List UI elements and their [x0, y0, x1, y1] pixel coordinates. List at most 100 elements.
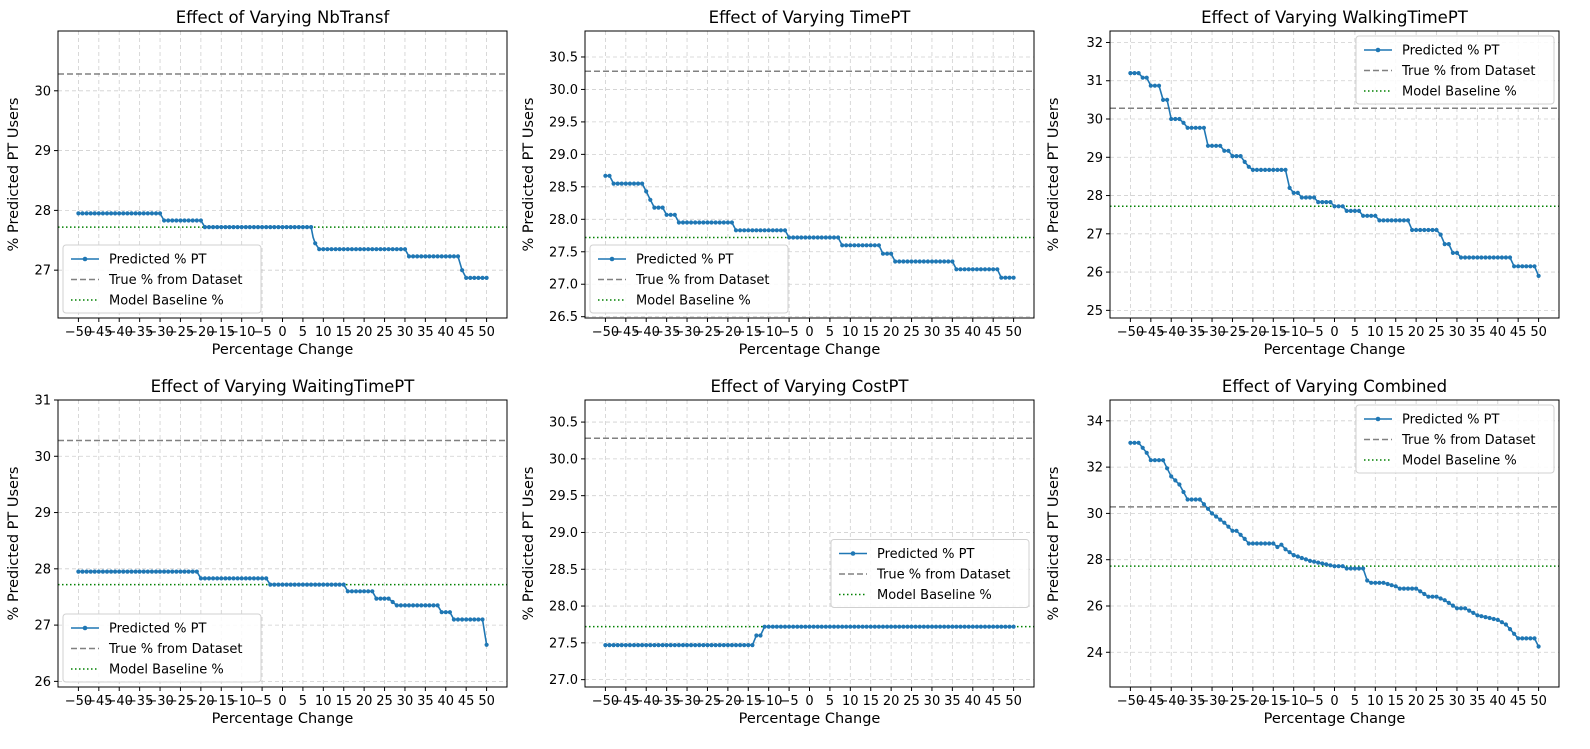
data-point	[856, 243, 861, 248]
data-point	[693, 220, 698, 225]
x-tick-label: 0	[805, 325, 813, 340]
data-point	[1495, 255, 1500, 260]
data-point	[1197, 497, 1202, 502]
y-tick-label: 25	[1086, 304, 1103, 319]
data-point	[1189, 497, 1194, 502]
x-tick-label: −50	[1117, 694, 1144, 709]
data-point	[709, 643, 714, 648]
data-point	[386, 596, 391, 601]
data-point	[1295, 554, 1300, 559]
data-point	[92, 211, 97, 216]
data-point	[1520, 636, 1525, 641]
data-point	[296, 225, 301, 230]
data-point	[455, 617, 461, 622]
data-point	[431, 603, 436, 608]
x-tick-label: −15	[735, 694, 762, 709]
data-point	[848, 624, 853, 629]
data-point	[1275, 544, 1280, 550]
x-axis-label: Percentage Change	[739, 711, 881, 727]
legend-item: Model Baseline %	[71, 294, 224, 309]
data-point	[1011, 275, 1016, 280]
data-point	[268, 582, 273, 587]
data-point	[96, 569, 101, 574]
data-point	[1463, 255, 1468, 260]
x-tick-label: 25	[376, 694, 393, 709]
data-point	[844, 624, 849, 629]
data-point	[889, 251, 894, 256]
x-tick-label: 45	[458, 694, 475, 709]
data-point	[1410, 227, 1415, 233]
data-point	[1532, 264, 1537, 269]
data-point	[1201, 125, 1206, 130]
y-tick-label: 28	[34, 204, 51, 219]
x-tick-label: 50	[1530, 325, 1547, 340]
data-point	[1516, 264, 1521, 269]
data-point	[885, 251, 890, 256]
x-tick-label: −40	[633, 325, 660, 340]
data-point	[1426, 594, 1431, 599]
data-point	[623, 643, 628, 648]
data-point	[276, 582, 281, 587]
chart-title: Effect of Varying CostPT	[710, 377, 909, 396]
data-point	[607, 173, 612, 178]
data-point	[402, 603, 408, 608]
data-point	[186, 218, 191, 223]
x-tick-label: 45	[985, 694, 1002, 709]
legend-label: Model Baseline %	[1402, 454, 1517, 469]
data-point	[1011, 624, 1016, 629]
data-point	[1299, 195, 1304, 200]
x-tick-label: 30	[1449, 694, 1466, 709]
data-point	[1405, 586, 1411, 591]
data-point	[280, 582, 285, 587]
data-point	[162, 218, 167, 223]
data-point	[1340, 564, 1345, 569]
data-point	[1377, 218, 1382, 223]
data-point	[1430, 227, 1435, 233]
data-point	[1418, 227, 1423, 233]
data-point	[1405, 218, 1411, 223]
x-tick-label: 15	[1387, 694, 1404, 709]
legend-label: Predicted % PT	[109, 622, 206, 637]
data-point	[872, 243, 877, 248]
data-point	[1003, 275, 1008, 280]
data-point	[840, 624, 845, 629]
data-point	[615, 643, 620, 648]
data-point	[431, 254, 436, 259]
data-point	[109, 569, 114, 574]
data-point	[987, 624, 992, 629]
x-tick-label: 0	[1330, 325, 1338, 340]
x-tick-label: −40	[106, 325, 133, 340]
data-point	[1450, 603, 1455, 608]
data-point	[239, 225, 244, 230]
data-point	[1287, 550, 1292, 555]
data-point	[255, 225, 261, 230]
data-point	[1352, 208, 1357, 213]
x-tick-label: 5	[299, 694, 307, 709]
data-point	[774, 228, 779, 233]
x-tick-label: 5	[826, 694, 834, 709]
data-point	[823, 624, 828, 629]
y-tick-label: 31	[34, 394, 51, 409]
data-point	[1201, 502, 1206, 507]
data-point	[725, 643, 731, 648]
data-point	[149, 569, 154, 574]
data-point	[333, 582, 338, 587]
data-point	[223, 225, 228, 230]
data-point	[799, 624, 804, 629]
predicted-line	[605, 625, 1014, 646]
data-point	[1438, 596, 1443, 601]
data-point	[991, 624, 996, 629]
x-tick-label: −35	[653, 325, 680, 340]
data-point	[1140, 75, 1145, 80]
data-point	[1128, 71, 1133, 76]
data-point	[141, 569, 146, 574]
data-point	[758, 228, 763, 233]
data-point	[309, 582, 314, 587]
data-point	[264, 225, 269, 230]
legend-item: Model Baseline %	[598, 294, 751, 309]
y-tick-label: 28	[34, 562, 51, 577]
predicted-series	[76, 569, 489, 647]
data-point	[995, 267, 1000, 272]
data-point	[946, 259, 951, 264]
data-point	[447, 254, 452, 259]
